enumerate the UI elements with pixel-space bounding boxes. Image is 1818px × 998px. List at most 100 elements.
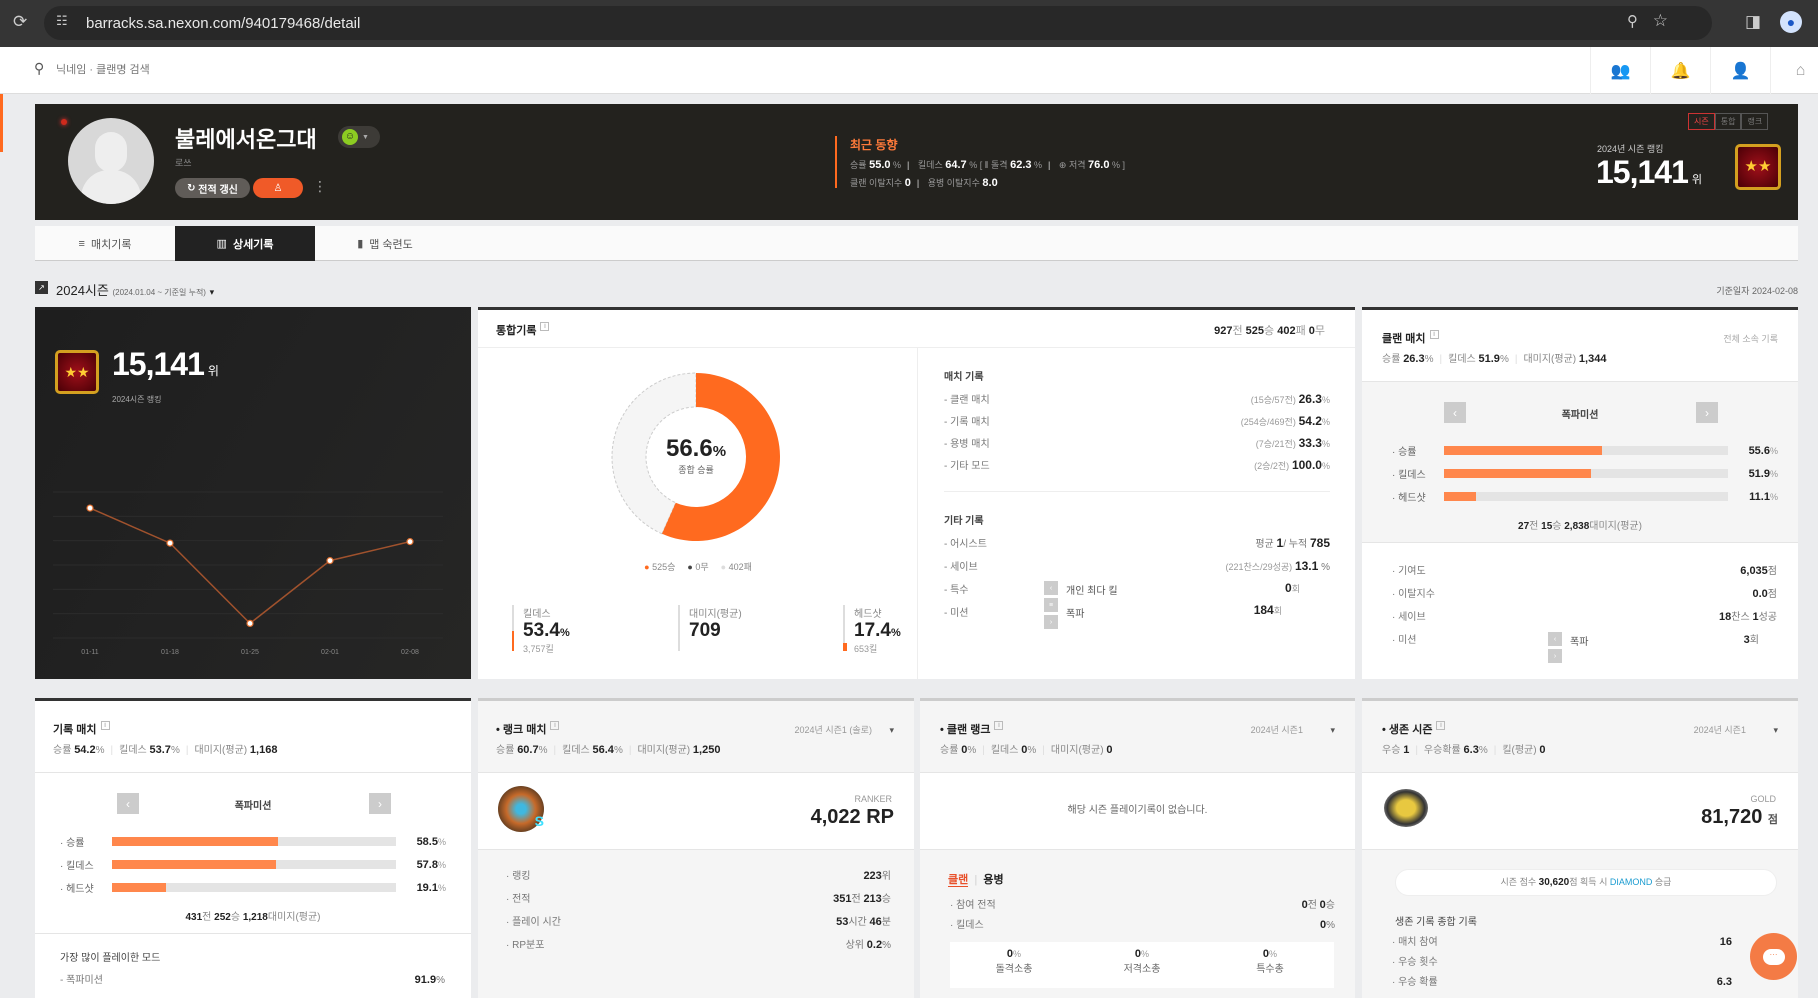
all-clan-records-link[interactable]: 전체 소속 기록 bbox=[1723, 334, 1778, 344]
info-icon[interactable]: i bbox=[100, 721, 110, 730]
toggle-icon[interactable]: ≡ bbox=[1044, 598, 1058, 612]
prev-mode-button[interactable]: ‹ bbox=[1444, 402, 1466, 423]
sniper-icon: ⊕ bbox=[1058, 160, 1067, 170]
clan-rank-season-select[interactable]: 2024년 시즌1 ▾ bbox=[1250, 725, 1335, 735]
search-input[interactable] bbox=[56, 59, 456, 81]
chart-icon: ▥ bbox=[216, 238, 227, 250]
site-settings-icon[interactable]: ☷ bbox=[56, 13, 68, 28]
rank-point[interactable] bbox=[166, 539, 174, 547]
survival-title: 생존 시즌 bbox=[1388, 724, 1433, 736]
season-icon: ↗ bbox=[35, 281, 48, 294]
stat-bar-row: · 승률 58.5% bbox=[60, 835, 446, 850]
prev-mode-button[interactable]: ‹ bbox=[117, 793, 139, 814]
bell-icon[interactable]: 🔔 bbox=[1650, 47, 1710, 94]
refresh-button[interactable]: ↻ 전적 갱신 bbox=[175, 178, 250, 198]
tab-clan[interactable]: 클랜 bbox=[948, 874, 969, 887]
tab-mercenary[interactable]: 용병 bbox=[983, 874, 1004, 886]
home-icon[interactable]: ⌂ bbox=[1770, 47, 1818, 94]
weapon-stat: 0% 특수총 bbox=[1256, 948, 1284, 975]
survival-stat-row: · 우승 확률 6.3 bbox=[1392, 976, 1732, 988]
next-mode-button[interactable]: › bbox=[1696, 402, 1718, 423]
toggle-total[interactable]: 통합 bbox=[1714, 113, 1742, 130]
list-icon: ≡ bbox=[78, 237, 85, 250]
star-icon[interactable]: ☆ bbox=[1652, 11, 1668, 30]
ranking-line-chart: 01-11 01-18 01-25 02-01 02-08 bbox=[53, 491, 443, 656]
clan-kd-row: · 킬데스 0% bbox=[950, 919, 1335, 931]
avatar bbox=[68, 118, 154, 204]
stat-bar bbox=[112, 837, 396, 846]
stat-bar bbox=[1444, 469, 1728, 478]
mood-dropdown[interactable]: ☺ ▼ bbox=[338, 126, 380, 148]
special-row: - 특수 bbox=[944, 585, 969, 596]
toggle-season[interactable]: 시즌 bbox=[1688, 113, 1715, 130]
add-friend-button[interactable]: ♙ bbox=[253, 178, 303, 198]
rank-label: 2024시즌 랭킹 bbox=[112, 395, 162, 404]
next-icon[interactable]: › bbox=[1044, 615, 1058, 629]
info-icon[interactable]: i bbox=[1429, 330, 1439, 339]
record-match-stats: 승률 54.2% | 킬데스 53.7% | 대미지(평균) 1,168 bbox=[53, 744, 278, 756]
special-carousel: ‹ ≡ › 개인 최다 킬 폭파 bbox=[1044, 581, 1214, 635]
legend-win: ● 525승 bbox=[644, 562, 676, 572]
x-tick-label: 01-25 bbox=[241, 649, 259, 656]
stat-bar-row: · 승률 55.6% bbox=[1392, 444, 1778, 459]
profile-banner: 불레에서온그대 ☺ ▼ 로쓰 ↻ 전적 갱신 ♙ ⋮ 최근 동향 승률 55.0… bbox=[35, 104, 1798, 220]
most-played-title: 가장 많이 플레이한 모드 bbox=[60, 953, 161, 964]
rank-point[interactable] bbox=[86, 504, 94, 512]
tab-map-proficiency[interactable]: ▮ 맵 숙련도 bbox=[357, 238, 413, 251]
zoom-icon[interactable]: ⚲ bbox=[1627, 13, 1638, 30]
stat-headshot: 헤드샷 17.4% 653킬 bbox=[843, 605, 901, 654]
info-icon[interactable]: i bbox=[550, 721, 560, 730]
chat-button[interactable]: ··· bbox=[1750, 933, 1797, 980]
survival-score: 81,720 bbox=[1701, 806, 1763, 828]
info-icon[interactable]: i bbox=[540, 322, 550, 331]
address-bar[interactable]: ☷ barracks.sa.nexon.com/940179468/detail… bbox=[44, 6, 1712, 40]
side-panel-icon[interactable]: ◨ bbox=[1745, 12, 1762, 31]
rank-stat-row: · 플레이 시간 53시간 46분 bbox=[506, 916, 891, 928]
reload-icon[interactable]: ⟳ bbox=[13, 12, 28, 31]
rank-match-stats: 승률 60.7% | 킬데스 56.4% | 대미지(평균) 1,250 bbox=[496, 744, 721, 756]
rank-badge-icon: ★★ bbox=[55, 350, 99, 394]
season-rank: 15,141 위 bbox=[1596, 154, 1702, 191]
clan-rank-tabs: 클랜 | 용병 bbox=[948, 874, 1004, 887]
survival-stats: 우승 1 | 우승확률 6.3% | 킬(평균) 0 bbox=[1382, 744, 1546, 756]
x-tick-label: 02-08 bbox=[401, 649, 419, 656]
caret-down-icon: ▾ bbox=[1773, 725, 1778, 735]
rank-point[interactable] bbox=[326, 557, 334, 565]
clan-name: 로쓰 bbox=[175, 158, 192, 168]
info-icon[interactable]: i bbox=[1436, 721, 1446, 730]
next-icon[interactable]: › bbox=[1548, 649, 1562, 663]
more-icon[interactable]: ⋮ bbox=[313, 178, 327, 194]
tab-match-records[interactable]: ≡ 매치기록 bbox=[78, 237, 132, 251]
mission-row: - 미션 bbox=[944, 608, 969, 619]
match-records: 매치 기록 - 클랜 매치 (15승/57전) 26.3% - 기록 매치 (254승… bbox=[944, 368, 1330, 641]
season-dropdown-icon[interactable]: ▾ bbox=[209, 287, 215, 297]
rank-unit: 위 bbox=[207, 364, 219, 378]
add-friend-icon: ♙ bbox=[273, 182, 283, 194]
mode-name: 폭파미션 bbox=[1561, 410, 1599, 421]
toggle-rank[interactable]: 랭크 bbox=[1741, 113, 1769, 130]
rank-season-select[interactable]: 2024년 시즌1 (솔로) ▾ bbox=[794, 725, 894, 735]
match-row: - 기타 모드 (2승/2전) 100.0% bbox=[944, 458, 1330, 472]
clan-match-title: 클랜 매치 bbox=[1382, 333, 1426, 345]
clan-icon[interactable]: 👥 bbox=[1590, 47, 1650, 94]
win-rate-label: 종합 승률 bbox=[678, 465, 714, 475]
rank-point[interactable] bbox=[246, 619, 254, 627]
survival-panel: • 생존 시즌 i 2024년 시즌1 ▾ 우승 1 | 우승확률 6.3% | 킬(평균… bbox=[1362, 698, 1798, 998]
rank-unit: 위 bbox=[1691, 174, 1702, 186]
rank-point[interactable] bbox=[406, 538, 414, 546]
stat-bar bbox=[1444, 492, 1728, 501]
next-mode-button[interactable]: › bbox=[369, 793, 391, 814]
tab-detail-records[interactable]: ▥ 상세기록 bbox=[175, 226, 315, 261]
info-icon[interactable]: i bbox=[994, 721, 1004, 730]
survival-season-select[interactable]: 2024년 시즌1 ▾ bbox=[1693, 725, 1778, 735]
refresh-label: 전적 갱신 bbox=[198, 184, 238, 196]
prev-icon[interactable]: ‹ bbox=[1044, 581, 1058, 595]
record-mode-stats: ‹ 폭파미션 › · 승률 58.5% · 킬데스 57.8% · 헤드샷 19.1% 4… bbox=[35, 772, 471, 934]
donut-legend: ● 525승 ● 0무 ● 402패 bbox=[633, 560, 763, 573]
overall-title: 통합기록 i bbox=[496, 322, 550, 338]
refresh-icon: ↻ bbox=[187, 182, 199, 194]
assist-row: - 어시스트 평균 1/ 누적 785 bbox=[944, 536, 1330, 550]
user-icon[interactable]: 👤 bbox=[1710, 47, 1770, 94]
profile-icon[interactable]: ● bbox=[1780, 11, 1802, 33]
prev-icon[interactable]: ‹ bbox=[1548, 632, 1562, 646]
